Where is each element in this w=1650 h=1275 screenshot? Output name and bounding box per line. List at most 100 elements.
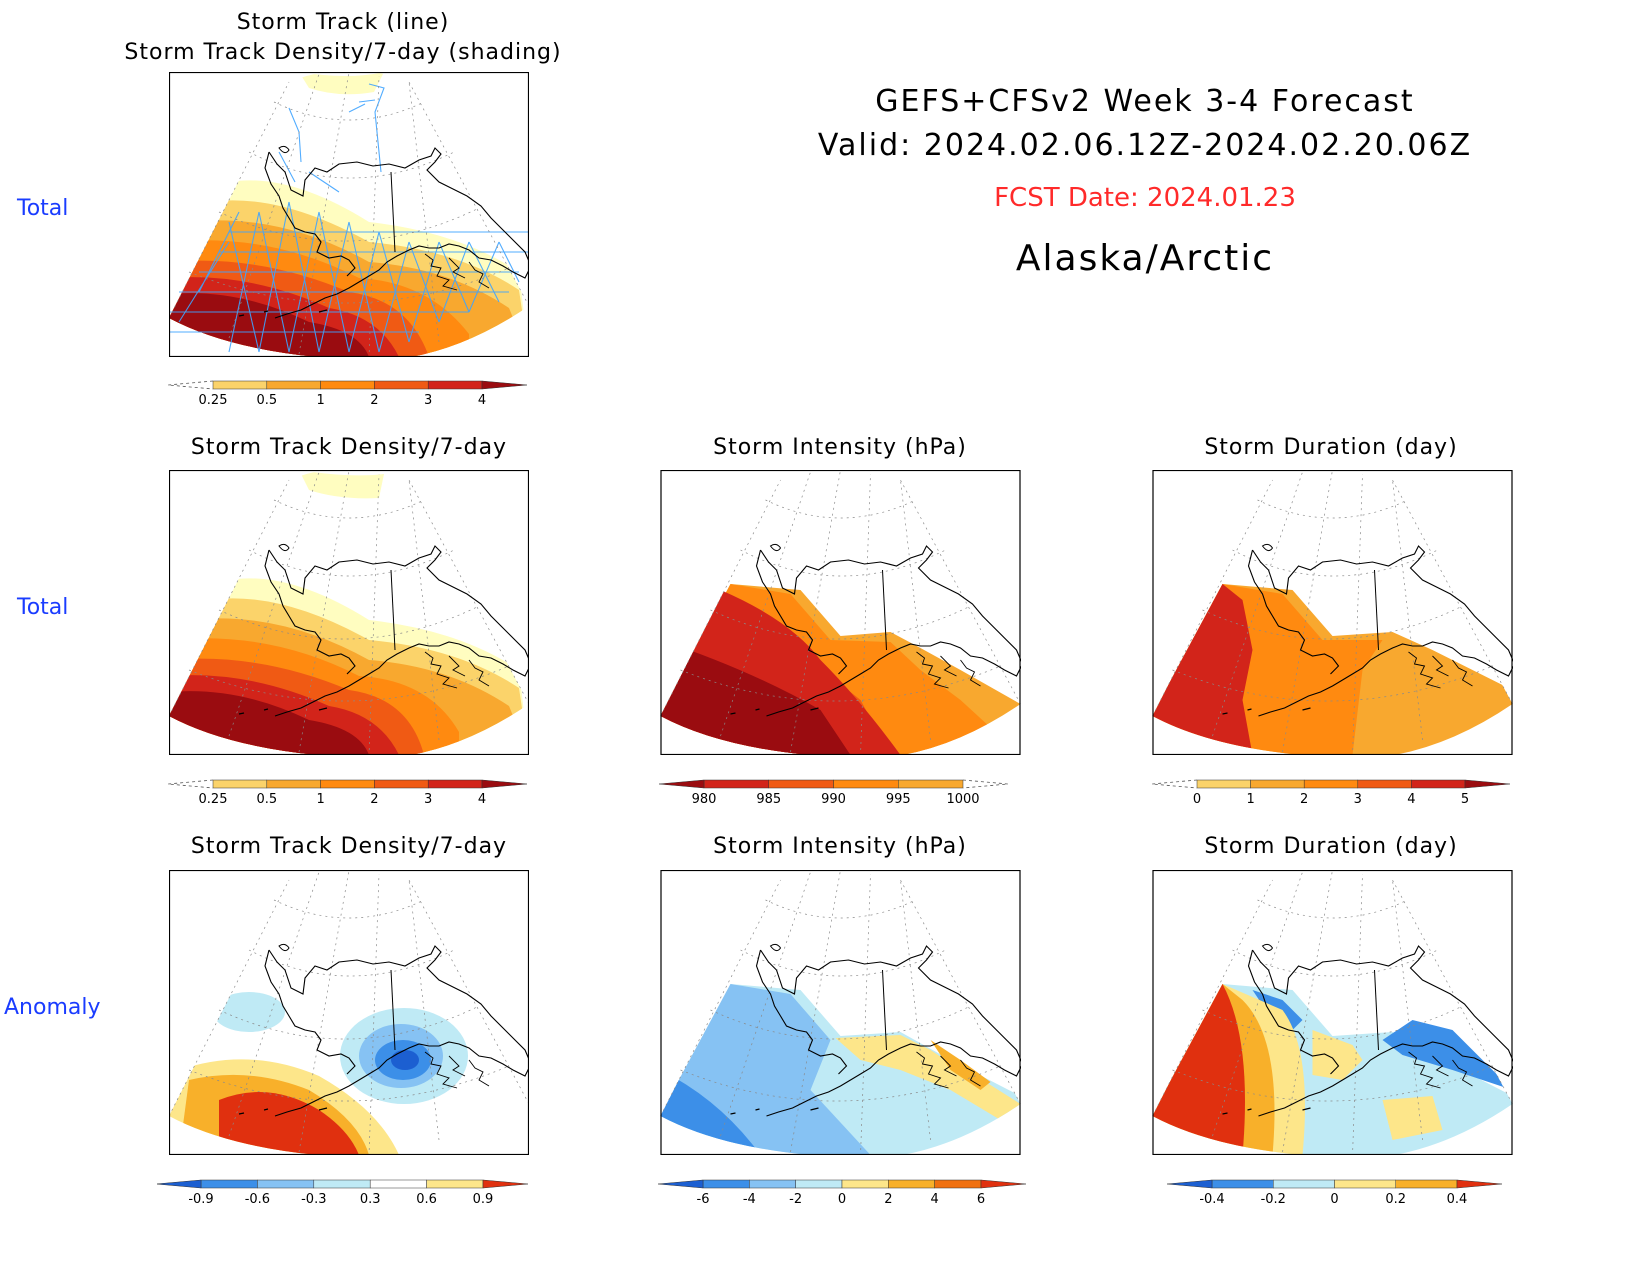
colorbar-segment: [1334, 1179, 1396, 1189]
colorbar-low-end: [1166, 1179, 1213, 1189]
colorbar-high-end: [1456, 1179, 1503, 1189]
colorbar-segment: [374, 779, 429, 789]
colorbar-segment: [888, 1179, 935, 1189]
colorbar-segment: [768, 779, 834, 789]
colorbar-segment: [841, 1179, 889, 1189]
colorbar-duration-anomaly: -0.4 -0.2 0 0.2 0.4: [1166, 1179, 1503, 1207]
colorbar-intensity-anomaly: -6 -4 -2 0 2 4 6: [657, 1179, 1027, 1207]
colorbar-tick-label: 0.5: [256, 393, 277, 408]
colorbar-segment: [1357, 779, 1412, 789]
colorbar-segment: [795, 1179, 843, 1189]
colorbar-tick-label: 0.25: [199, 792, 228, 807]
colorbar-intensity: 980 985 990 995 1000: [658, 779, 1009, 807]
row-label-total-1: Total: [17, 196, 69, 221]
colorbar-tick-label: 980: [692, 792, 717, 807]
colorbar-tick-label: 0.2: [1385, 1192, 1406, 1207]
colorbar-segment: [427, 779, 483, 789]
intensity-total-map: [660, 470, 1021, 755]
colorbar-low-end: [1151, 779, 1198, 789]
colorbar-low-end: [658, 779, 705, 789]
colorbar-tick-label: -2: [789, 1192, 802, 1207]
colorbar-tick-label: 0: [1330, 1192, 1338, 1207]
colorbar-segment: [1250, 779, 1305, 789]
colorbar-segment: [749, 1179, 796, 1189]
colorbar-segment: [266, 779, 321, 789]
colorbar-segment: [1411, 779, 1466, 789]
colorbar-low-end: [657, 1179, 704, 1189]
density-total-map: [169, 470, 529, 755]
r3c3-title: Storm Duration (day): [1204, 834, 1458, 859]
duration-anomaly-map: [1152, 870, 1513, 1155]
colorbar-tick-label: 2: [370, 393, 378, 408]
colorbar-tick-label: 2: [370, 792, 378, 807]
colorbar-segment: [1273, 1179, 1335, 1189]
colorbar-high-end: [1464, 779, 1511, 789]
colorbar-tick-label: 4: [478, 792, 486, 807]
colorbar-segment: [1395, 1179, 1458, 1189]
colorbar-tick-label: 0.9: [473, 1192, 494, 1207]
colorbar-tick-label: 0.25: [199, 393, 228, 408]
colorbar-segment: [320, 779, 375, 789]
colorbar-tick-label: 990: [821, 792, 846, 807]
colorbar-tick-label: -4: [743, 1192, 756, 1207]
colorbar-tick-label: 3: [424, 393, 432, 408]
r3c1-title: Storm Track Density/7-day: [190, 834, 508, 859]
valid-range: Valid: 2024.02.06.12Z-2024.02.20.06Z: [817, 128, 1473, 163]
colorbar-segment: [898, 779, 964, 789]
colorbar-tick-label: 0: [1193, 792, 1201, 807]
density-anomaly-map: [169, 870, 529, 1155]
colorbar-tick-label: 4: [478, 393, 486, 408]
colorbar-tick-label: 0: [838, 1192, 846, 1207]
colorbar-density-anomaly: -0.9 -0.6 -0.3 0.3 0.6 0.9: [157, 1179, 529, 1207]
colorbar-tick-label: 0.5: [256, 792, 277, 807]
r2c2-title: Storm Intensity (hPa): [713, 435, 967, 460]
colorbar-segment: [313, 1179, 371, 1189]
colorbar-segment: [374, 380, 429, 390]
colorbar-high-end: [962, 779, 1009, 789]
colorbar-tick-label: -0.4: [1199, 1192, 1224, 1207]
colorbar-segment: [833, 779, 899, 789]
colorbar-segment: [212, 380, 268, 390]
colorbar-tick-label: 0.6: [416, 1192, 437, 1207]
forecast-title: GEFS+CFSv2 Week 3-4 Forecast: [875, 84, 1415, 119]
colorbar-segment: [212, 779, 268, 789]
colorbar-tick-label: 1: [1246, 792, 1254, 807]
colorbar-segment: [1196, 779, 1251, 789]
colorbar-tick-label: 3: [424, 792, 432, 807]
colorbar-segment: [426, 1179, 484, 1189]
colorbar-tick-label: 1: [316, 393, 324, 408]
duration-total-map: [1152, 470, 1513, 755]
colorbar-tick-label: 2: [1300, 792, 1308, 807]
colorbar-segment: [369, 1179, 427, 1189]
top-panel-title-shading: Storm Track Density/7-day (shading): [124, 40, 562, 65]
colorbar-tick-label: 4: [931, 1192, 939, 1207]
colorbar-segment: [702, 1179, 750, 1189]
region-name: Alaska/Arctic: [1015, 238, 1275, 279]
colorbar-tick-label: -6: [697, 1192, 710, 1207]
colorbar-tick-label: 0.4: [1447, 1192, 1468, 1207]
colorbar-segment: [266, 380, 321, 390]
colorbar-density-top: 0.25 0.5 1 2 3 4: [167, 380, 528, 408]
colorbar-low-end: [167, 779, 214, 789]
colorbar-high-end: [482, 1179, 529, 1189]
intensity-anomaly-map: [660, 870, 1021, 1155]
colorbar-tick-label: -0.6: [245, 1192, 270, 1207]
colorbar-high-end: [481, 779, 528, 789]
colorbar-segment: [1211, 1179, 1274, 1189]
fcst-date: FCST Date: 2024.01.23: [994, 183, 1296, 213]
colorbar-segment: [427, 380, 483, 390]
colorbar-density: 0.25 0.5 1 2 3 4: [167, 779, 528, 807]
colorbar-segment: [1303, 779, 1359, 789]
colorbar-tick-label: 1: [316, 792, 324, 807]
colorbar-tick-label: 5: [1461, 792, 1469, 807]
colorbar-tick-label: -0.2: [1261, 1192, 1286, 1207]
storm-track-map: [169, 72, 529, 357]
r2c3-title: Storm Duration (day): [1204, 435, 1458, 460]
colorbar-tick-label: -0.9: [188, 1192, 213, 1207]
colorbar-tick-label: 3: [1354, 792, 1362, 807]
r3c2-title: Storm Intensity (hPa): [713, 834, 967, 859]
colorbar-segment: [703, 779, 769, 789]
colorbar-tick-label: 6: [977, 1192, 985, 1207]
colorbar-segment: [320, 380, 375, 390]
r2c1-title: Storm Track Density/7-day: [190, 435, 508, 460]
